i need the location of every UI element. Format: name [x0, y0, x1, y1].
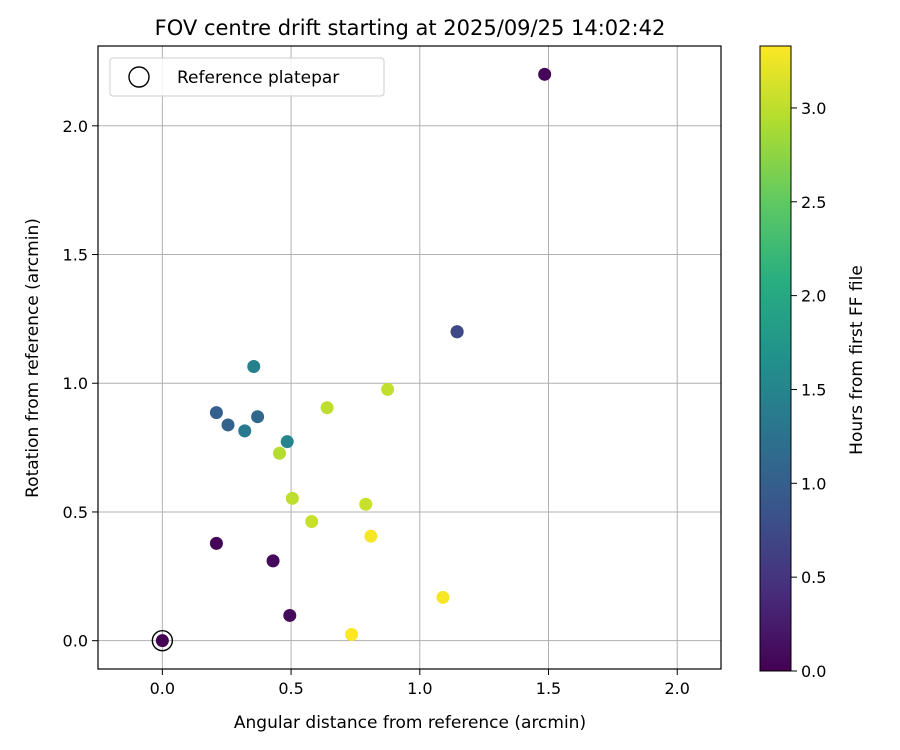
- data-point: [381, 382, 395, 396]
- data-point: [280, 435, 294, 449]
- data-point: [538, 67, 552, 81]
- data-point: [209, 536, 223, 550]
- legend-box: [109, 57, 385, 97]
- colorbar-tick-label: 0.0: [801, 662, 826, 681]
- legend-marker: [128, 66, 150, 88]
- legend: Reference platepar: [109, 57, 385, 97]
- data-point: [305, 514, 319, 528]
- data-point: [247, 360, 261, 374]
- colorbar-tick-label: 1.0: [801, 474, 826, 493]
- data-points: [151, 67, 552, 652]
- y-tick-label: 0.0: [63, 632, 88, 651]
- data-point: [364, 529, 378, 543]
- y-tick-label: 1.5: [63, 246, 88, 265]
- grid: [98, 46, 721, 669]
- x-tick-label: 0.5: [278, 679, 303, 698]
- colorbar-tick-label: 3.0: [801, 99, 826, 118]
- colorbar-tick-label: 2.0: [801, 287, 826, 306]
- x-tick-label: 1.5: [536, 679, 561, 698]
- reference-marker: [151, 629, 174, 652]
- y-axis: 0.0 0.5 1.0 1.5 2.0: [63, 117, 98, 651]
- data-point: [238, 424, 252, 438]
- data-point: [285, 491, 299, 505]
- colorbar-tick-label: 2.5: [801, 193, 826, 212]
- y-axis-label: Rotation from reference (arcmin): [23, 218, 43, 498]
- data-point: [450, 325, 464, 339]
- colorbar-tick-label: 1.5: [801, 380, 826, 399]
- data-point: [221, 418, 235, 432]
- data-point: [436, 590, 450, 604]
- colorbar-label: Hours from first FF file: [847, 265, 867, 455]
- data-point: [272, 446, 286, 460]
- data-point: [320, 401, 334, 415]
- data-point: [209, 406, 223, 420]
- x-tick-label: 0.0: [150, 679, 175, 698]
- y-tick-label: 0.5: [63, 503, 88, 522]
- plot-frame: [97, 45, 722, 670]
- y-tick-label: 1.0: [63, 374, 88, 393]
- colorbar-gradient: [759, 45, 792, 672]
- data-point: [345, 628, 359, 642]
- data-point: [155, 634, 169, 648]
- colorbar-tick-label: 0.5: [801, 568, 826, 587]
- x-tick-label: 2.0: [665, 679, 690, 698]
- x-axis: 0.0 0.5 1.0 1.5 2.0: [150, 669, 690, 698]
- data-point: [266, 554, 280, 568]
- y-tick-label: 2.0: [63, 117, 88, 136]
- colorbar-axis: 0.0 0.5 1.0 1.5 2.0 2.5 3.0: [791, 99, 826, 681]
- x-tick-label: 1.0: [407, 679, 432, 698]
- legend-label: Reference platepar: [177, 68, 339, 88]
- data-point: [251, 410, 265, 424]
- data-point: [359, 497, 373, 511]
- x-axis-label: Angular distance from reference (arcmin): [234, 713, 586, 733]
- data-point: [283, 608, 297, 622]
- chart-title: FOV centre drift starting at 2025/09/25 …: [155, 16, 666, 40]
